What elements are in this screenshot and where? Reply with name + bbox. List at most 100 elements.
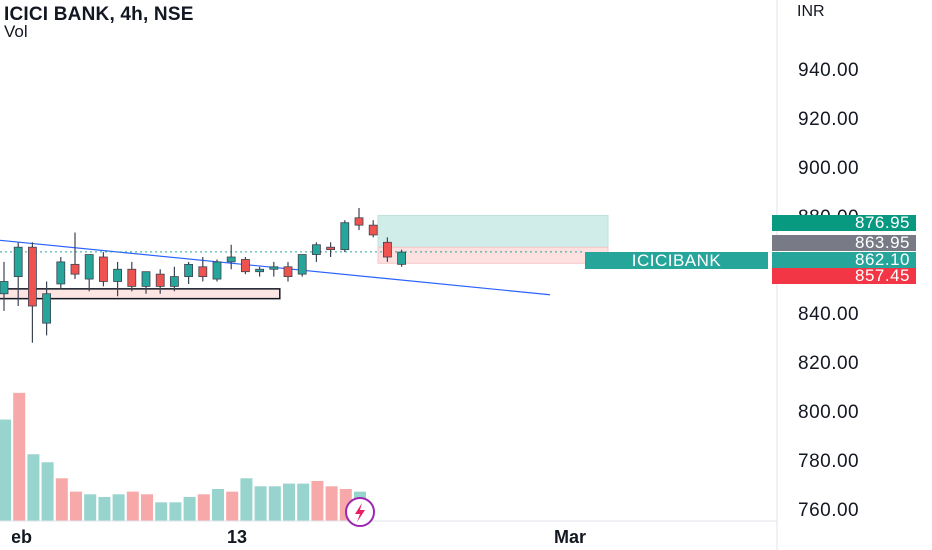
- last-price-tag[interactable]: 862.10: [772, 251, 916, 268]
- stop-price-tag[interactable]: 857.45: [772, 267, 916, 284]
- candle-body: [368, 224, 378, 236]
- candle[interactable]: [99, 252, 108, 287]
- candle-body: [70, 263, 80, 275]
- candle[interactable]: [42, 281, 51, 336]
- volume-bar: [0, 419, 11, 521]
- target-price-tag[interactable]: 876.95: [772, 214, 916, 231]
- volume-bar: [311, 480, 324, 521]
- symbol-tag[interactable]: ICICIBANK: [585, 252, 768, 269]
- candle-body: [240, 259, 250, 273]
- volume-bar: [141, 494, 153, 521]
- candle-body: [56, 261, 66, 285]
- price-tick: 820.00: [798, 353, 860, 374]
- candle-body: [13, 246, 23, 277]
- volume-bar: [169, 502, 182, 521]
- price-tick: 780.00: [798, 451, 860, 472]
- candle-body: [255, 268, 265, 273]
- candle-body: [269, 266, 279, 270]
- entry-price-tag[interactable]: 863.95: [772, 234, 916, 251]
- candle-body: [184, 263, 194, 278]
- candle[interactable]: [326, 242, 336, 257]
- candle-body: [326, 246, 336, 251]
- candle-body: [226, 256, 236, 263]
- candle-body: [283, 266, 293, 277]
- candle[interactable]: [354, 208, 364, 231]
- candle[interactable]: [269, 261, 279, 277]
- stop-zone[interactable]: [377, 246, 609, 264]
- candle[interactable]: [226, 244, 236, 270]
- candle[interactable]: [56, 257, 66, 289]
- volume-bar: [155, 502, 168, 521]
- price-tick: 800.00: [798, 402, 860, 423]
- candle-body: [297, 254, 307, 275]
- candle[interactable]: [340, 220, 350, 253]
- candle[interactable]: [382, 237, 392, 262]
- volume-bar: [226, 491, 239, 521]
- candle-body: [311, 244, 321, 255]
- candle-body: [397, 251, 407, 265]
- target-zone[interactable]: [377, 214, 609, 248]
- currency-label: INR: [797, 3, 825, 20]
- volume-label: Vol: [4, 22, 28, 41]
- volume-bar: [98, 496, 111, 521]
- volume-bar: [254, 486, 267, 521]
- candle[interactable]: [141, 271, 151, 294]
- volume-bar: [13, 392, 26, 521]
- candle-body: [99, 256, 108, 282]
- volume-bar: [183, 496, 196, 521]
- price-tick: 920.00: [798, 109, 860, 130]
- candle[interactable]: [198, 257, 208, 282]
- candle[interactable]: [169, 266, 179, 292]
- candle-body: [42, 293, 51, 324]
- volume-bar: [197, 494, 210, 521]
- candle[interactable]: [283, 261, 293, 282]
- candle-body: [169, 276, 179, 287]
- candle-body: [27, 246, 37, 307]
- volume-bar: [112, 494, 125, 521]
- candle[interactable]: [240, 257, 250, 275]
- candle[interactable]: [113, 261, 122, 297]
- candle[interactable]: [84, 254, 94, 292]
- candle-body: [354, 217, 364, 226]
- candle-body: [155, 273, 165, 287]
- candle[interactable]: [70, 232, 80, 280]
- time-tick-feb: Feb: [0, 527, 33, 547]
- candle[interactable]: [397, 249, 407, 267]
- candle[interactable]: [297, 254, 307, 277]
- candle-body: [141, 271, 151, 287]
- support-box[interactable]: [0, 288, 281, 300]
- candle[interactable]: [127, 261, 137, 292]
- candle[interactable]: [155, 269, 165, 294]
- price-tick: 840.00: [798, 304, 860, 325]
- candle[interactable]: [368, 220, 378, 238]
- time-tick-13: 13: [227, 527, 248, 547]
- candle[interactable]: [27, 242, 37, 343]
- candle-body: [113, 268, 122, 282]
- volume-bar: [126, 491, 139, 521]
- volume-bar: [55, 478, 68, 521]
- volume-bar: [84, 494, 97, 521]
- candle[interactable]: [311, 242, 321, 262]
- candle[interactable]: [184, 261, 194, 284]
- lightning-icon[interactable]: [345, 497, 375, 527]
- price-tick: 940.00: [798, 60, 860, 81]
- time-tick-mar: Mar: [554, 527, 587, 547]
- candle[interactable]: [255, 266, 265, 277]
- price-tick: 900.00: [798, 158, 860, 179]
- chart-title: ICICI BANK, 4h, NSE: [4, 4, 194, 25]
- volume-bar: [240, 478, 253, 521]
- candle[interactable]: [212, 259, 222, 282]
- volume-bar: [27, 454, 40, 521]
- candle-body: [84, 254, 94, 280]
- volume-bar: [283, 483, 295, 521]
- candle-body: [382, 241, 392, 258]
- volume-bar: [268, 486, 281, 521]
- volume-bar: [41, 462, 54, 521]
- candle-body: [127, 268, 137, 287]
- volume-bar: [297, 483, 310, 521]
- candle-body: [212, 261, 222, 280]
- volume-bar: [70, 491, 82, 521]
- candle[interactable]: [13, 242, 23, 306]
- candle-body: [198, 266, 208, 277]
- candle[interactable]: [0, 261, 9, 311]
